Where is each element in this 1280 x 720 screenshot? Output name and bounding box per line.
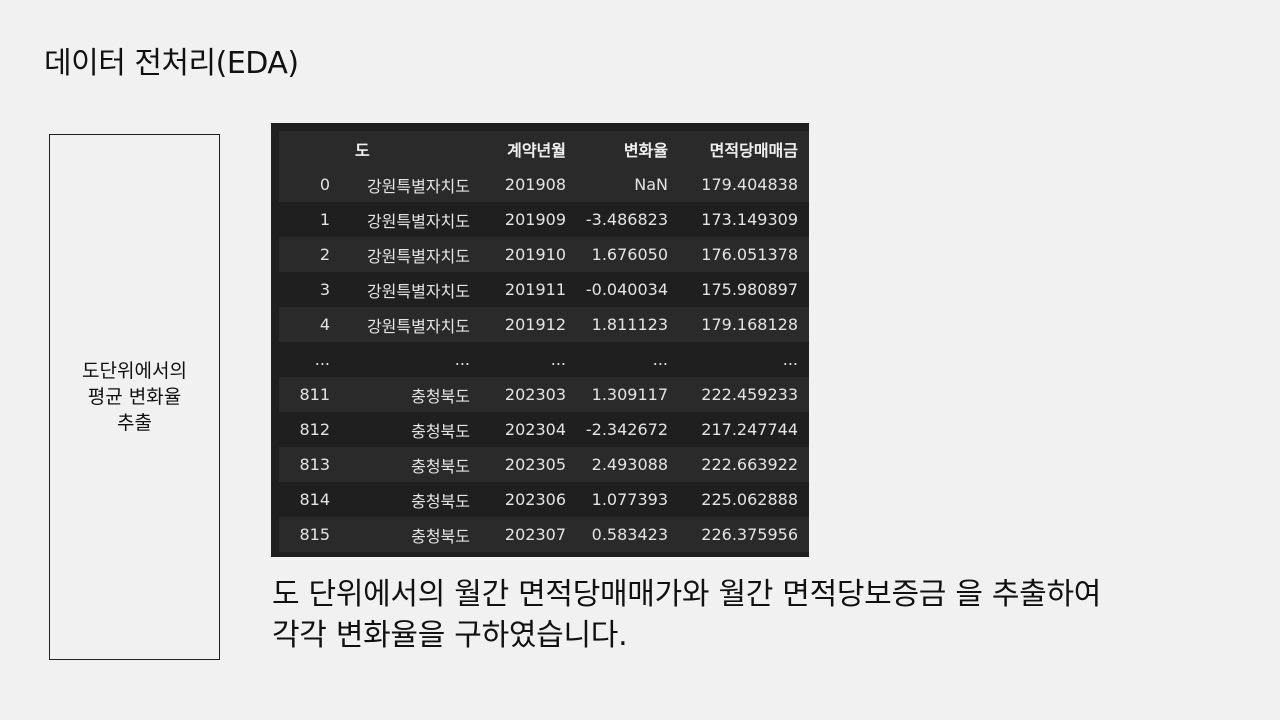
cell-contract-ym: 201912 bbox=[481, 307, 577, 342]
slide-caption: 도 단위에서의 월간 면적당매매가와 월간 면적당보증금 을 추출하여 각각 변… bbox=[272, 574, 1101, 656]
column-header-contract-ym: 계약년월 bbox=[481, 131, 577, 167]
caption-line-1: 도 단위에서의 월간 면적당매매가와 월간 면적당보증금 을 추출하여 bbox=[272, 577, 1102, 612]
cell-change-rate: 1.077393 bbox=[577, 482, 679, 517]
cell-do: 충청북도 bbox=[341, 482, 481, 517]
row-index: ... bbox=[279, 342, 341, 377]
cell-change-rate: 1.309117 bbox=[577, 377, 679, 412]
table-row: 3 강원특별자치도 201911 -0.040034 175.980897 bbox=[279, 272, 809, 307]
row-index: 815 bbox=[279, 517, 341, 552]
row-index: 2 bbox=[279, 237, 341, 272]
cell-do: 충청북도 bbox=[341, 517, 481, 552]
table-row: 1 강원특별자치도 201909 -3.486823 173.149309 bbox=[279, 202, 809, 237]
column-header-index bbox=[279, 131, 341, 167]
table-row: 4 강원특별자치도 201912 1.811123 179.168128 bbox=[279, 307, 809, 342]
row-index: 813 bbox=[279, 447, 341, 482]
cell-price-per-area: 175.980897 bbox=[679, 272, 809, 307]
cell-price-per-area: 173.149309 bbox=[679, 202, 809, 237]
row-index: 812 bbox=[279, 412, 341, 447]
row-index: 811 bbox=[279, 377, 341, 412]
cell-change-rate: -0.040034 bbox=[577, 272, 679, 307]
cell-do: ... bbox=[341, 342, 481, 377]
cell-price-per-area: 226.375956 bbox=[679, 517, 809, 552]
side-note-line: 추출 bbox=[117, 412, 152, 434]
table-row: 811 충청북도 202303 1.309117 222.459233 bbox=[279, 377, 809, 412]
cell-do: 충청북도 bbox=[341, 377, 481, 412]
cell-price-per-area: 222.663922 bbox=[679, 447, 809, 482]
cell-change-rate: 2.493088 bbox=[577, 447, 679, 482]
row-index: 4 bbox=[279, 307, 341, 342]
table-row: 815 충청북도 202307 0.583423 226.375956 bbox=[279, 517, 809, 552]
cell-price-per-area: 179.168128 bbox=[679, 307, 809, 342]
table-row: 813 충청북도 202305 2.493088 222.663922 bbox=[279, 447, 809, 482]
column-header-change-rate: 변화율 bbox=[577, 131, 679, 167]
dataframe-header-row: 도 계약년월 변화율 면적당매매금 bbox=[279, 131, 809, 167]
side-note-line: 도단위에서의 bbox=[82, 360, 187, 382]
row-index: 1 bbox=[279, 202, 341, 237]
cell-change-rate: 1.676050 bbox=[577, 237, 679, 272]
dataframe-table: 도 계약년월 변화율 면적당매매금 0 강원특별자치도 201908 NaN 179.4… bbox=[279, 131, 809, 552]
row-index: 3 bbox=[279, 272, 341, 307]
cell-do: 충청북도 bbox=[341, 412, 481, 447]
table-row: 814 충청북도 202306 1.077393 225.062888 bbox=[279, 482, 809, 517]
cell-change-rate: -2.342672 bbox=[577, 412, 679, 447]
cell-contract-ym: 202304 bbox=[481, 412, 577, 447]
cell-price-per-area: 217.247744 bbox=[679, 412, 809, 447]
side-note-box: 도단위에서의 평균 변화율 추출 bbox=[49, 134, 220, 660]
cell-contract-ym: 201911 bbox=[481, 272, 577, 307]
column-header-do: 도 bbox=[341, 131, 481, 167]
table-row: 0 강원특별자치도 201908 NaN 179.404838 bbox=[279, 167, 809, 202]
cell-price-per-area: 176.051378 bbox=[679, 237, 809, 272]
table-row: 2 강원특별자치도 201910 1.676050 176.051378 bbox=[279, 237, 809, 272]
cell-contract-ym: 201909 bbox=[481, 202, 577, 237]
cell-do: 강원특별자치도 bbox=[341, 272, 481, 307]
cell-change-rate: -3.486823 bbox=[577, 202, 679, 237]
cell-contract-ym: 202303 bbox=[481, 377, 577, 412]
slide-title: 데이터 전처리(EDA) bbox=[44, 46, 299, 81]
cell-change-rate: NaN bbox=[577, 167, 679, 202]
cell-do: 강원특별자치도 bbox=[341, 202, 481, 237]
cell-contract-ym: 202305 bbox=[481, 447, 577, 482]
cell-do: 강원특별자치도 bbox=[341, 307, 481, 342]
cell-change-rate: 1.811123 bbox=[577, 307, 679, 342]
cell-contract-ym: ... bbox=[481, 342, 577, 377]
cell-contract-ym: 202306 bbox=[481, 482, 577, 517]
table-row: 812 충청북도 202304 -2.342672 217.247744 bbox=[279, 412, 809, 447]
cell-do: 강원특별자치도 bbox=[341, 237, 481, 272]
cell-do: 충청북도 bbox=[341, 447, 481, 482]
cell-price-per-area: 179.404838 bbox=[679, 167, 809, 202]
cell-change-rate: 0.583423 bbox=[577, 517, 679, 552]
cell-price-per-area: 225.062888 bbox=[679, 482, 809, 517]
side-note-line: 평균 변화율 bbox=[87, 386, 182, 408]
dataframe-output-panel: 도 계약년월 변화율 면적당매매금 0 강원특별자치도 201908 NaN 179.4… bbox=[271, 123, 809, 557]
cell-contract-ym: 202307 bbox=[481, 517, 577, 552]
row-index: 0 bbox=[279, 167, 341, 202]
cell-contract-ym: 201910 bbox=[481, 237, 577, 272]
caption-line-2: 각각 변화율을 구하였습니다. bbox=[272, 618, 628, 653]
cell-price-per-area: 222.459233 bbox=[679, 377, 809, 412]
row-index: 814 bbox=[279, 482, 341, 517]
column-header-price-per-area: 면적당매매금 bbox=[679, 131, 809, 167]
cell-change-rate: ... bbox=[577, 342, 679, 377]
cell-price-per-area: ... bbox=[679, 342, 809, 377]
cell-do: 강원특별자치도 bbox=[341, 167, 481, 202]
table-row: ............... bbox=[279, 342, 809, 377]
cell-contract-ym: 201908 bbox=[481, 167, 577, 202]
